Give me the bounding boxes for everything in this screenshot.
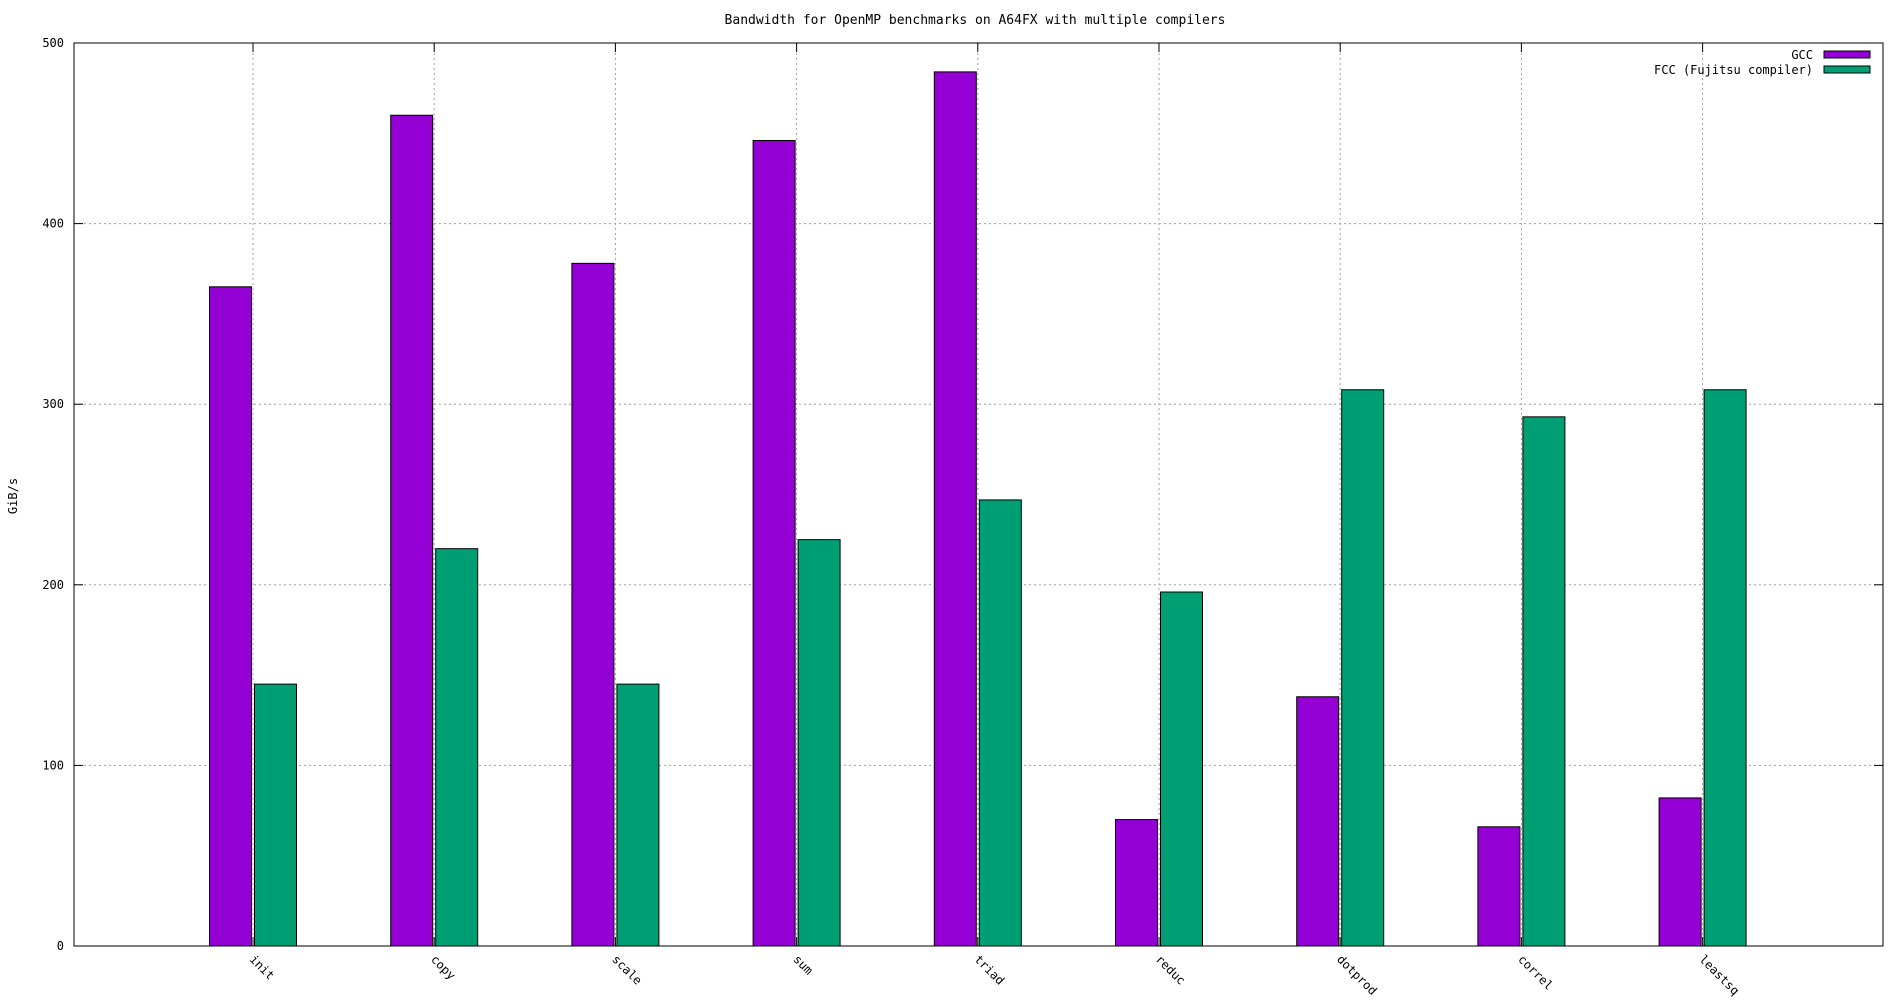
- bar-copy-series-1: [435, 548, 479, 947]
- bar-reduc-series-0: [1115, 819, 1158, 947]
- bar-sum-series-0: [752, 140, 796, 947]
- y-tick-label: 500: [42, 36, 64, 50]
- bar-triad-series-0: [933, 71, 977, 947]
- bar-group: [209, 71, 1747, 947]
- bar-init-series-0: [209, 286, 252, 947]
- bar-scale-series-0: [571, 262, 615, 947]
- bar-correl-series-1: [1522, 416, 1566, 947]
- bar-leastsq-series-0: [1658, 797, 1702, 947]
- bar-triad-series-1: [978, 499, 1022, 947]
- y-tick-labels: 0 100 200 300 400 500: [42, 36, 64, 953]
- bar-copy-series-0: [390, 114, 434, 947]
- y-tick-label: 200: [42, 578, 64, 592]
- bar-sum-series-1: [797, 539, 841, 947]
- x-tick-label-triad: triad: [972, 952, 1007, 987]
- y-axis-label: GiB/s: [6, 478, 20, 514]
- y-tick-label: 100: [42, 758, 64, 772]
- bar-correl-series-0: [1477, 826, 1521, 947]
- x-tick-labels: init copy scale sum triad reduc dotprod correl l…: [247, 952, 1742, 998]
- bar-reduc-series-1: [1160, 591, 1203, 947]
- bar-dotprod-series-0: [1296, 696, 1340, 947]
- legend-label-1: FCC (Fujitsu compiler): [1654, 63, 1813, 77]
- x-tick-label-dotprod: dotprod: [1334, 952, 1380, 998]
- chart-title: Bandwidth for OpenMP benchmarks on A64FX…: [725, 13, 1226, 28]
- x-tick-label-copy: copy: [428, 952, 458, 982]
- x-tick-label-sum: sum: [790, 952, 815, 977]
- x-tick-label-leastsq: leastsq: [1696, 952, 1742, 998]
- bar-leastsq-series-1: [1703, 389, 1747, 947]
- x-tick-label-correl: correl: [1515, 952, 1556, 993]
- plot-frame: [73, 42, 1884, 947]
- y-tick-label: 300: [42, 397, 64, 411]
- x-tick-label-reduc: reduc: [1153, 952, 1188, 987]
- y-tick-label: 400: [42, 217, 64, 231]
- y-tick-label: 0: [57, 939, 64, 953]
- legend-swatch-0: [1823, 50, 1871, 59]
- x-tick-label-init: init: [247, 952, 277, 982]
- grid-lines: [74, 42, 1883, 947]
- legend-label-0: GCC: [1791, 48, 1813, 62]
- legend-swatch-1: [1823, 65, 1871, 74]
- bar-dotprod-series-1: [1341, 389, 1385, 947]
- x-tick-label-scale: scale: [609, 952, 644, 987]
- bar-init-series-1: [254, 683, 297, 947]
- bar-scale-series-1: [616, 683, 660, 947]
